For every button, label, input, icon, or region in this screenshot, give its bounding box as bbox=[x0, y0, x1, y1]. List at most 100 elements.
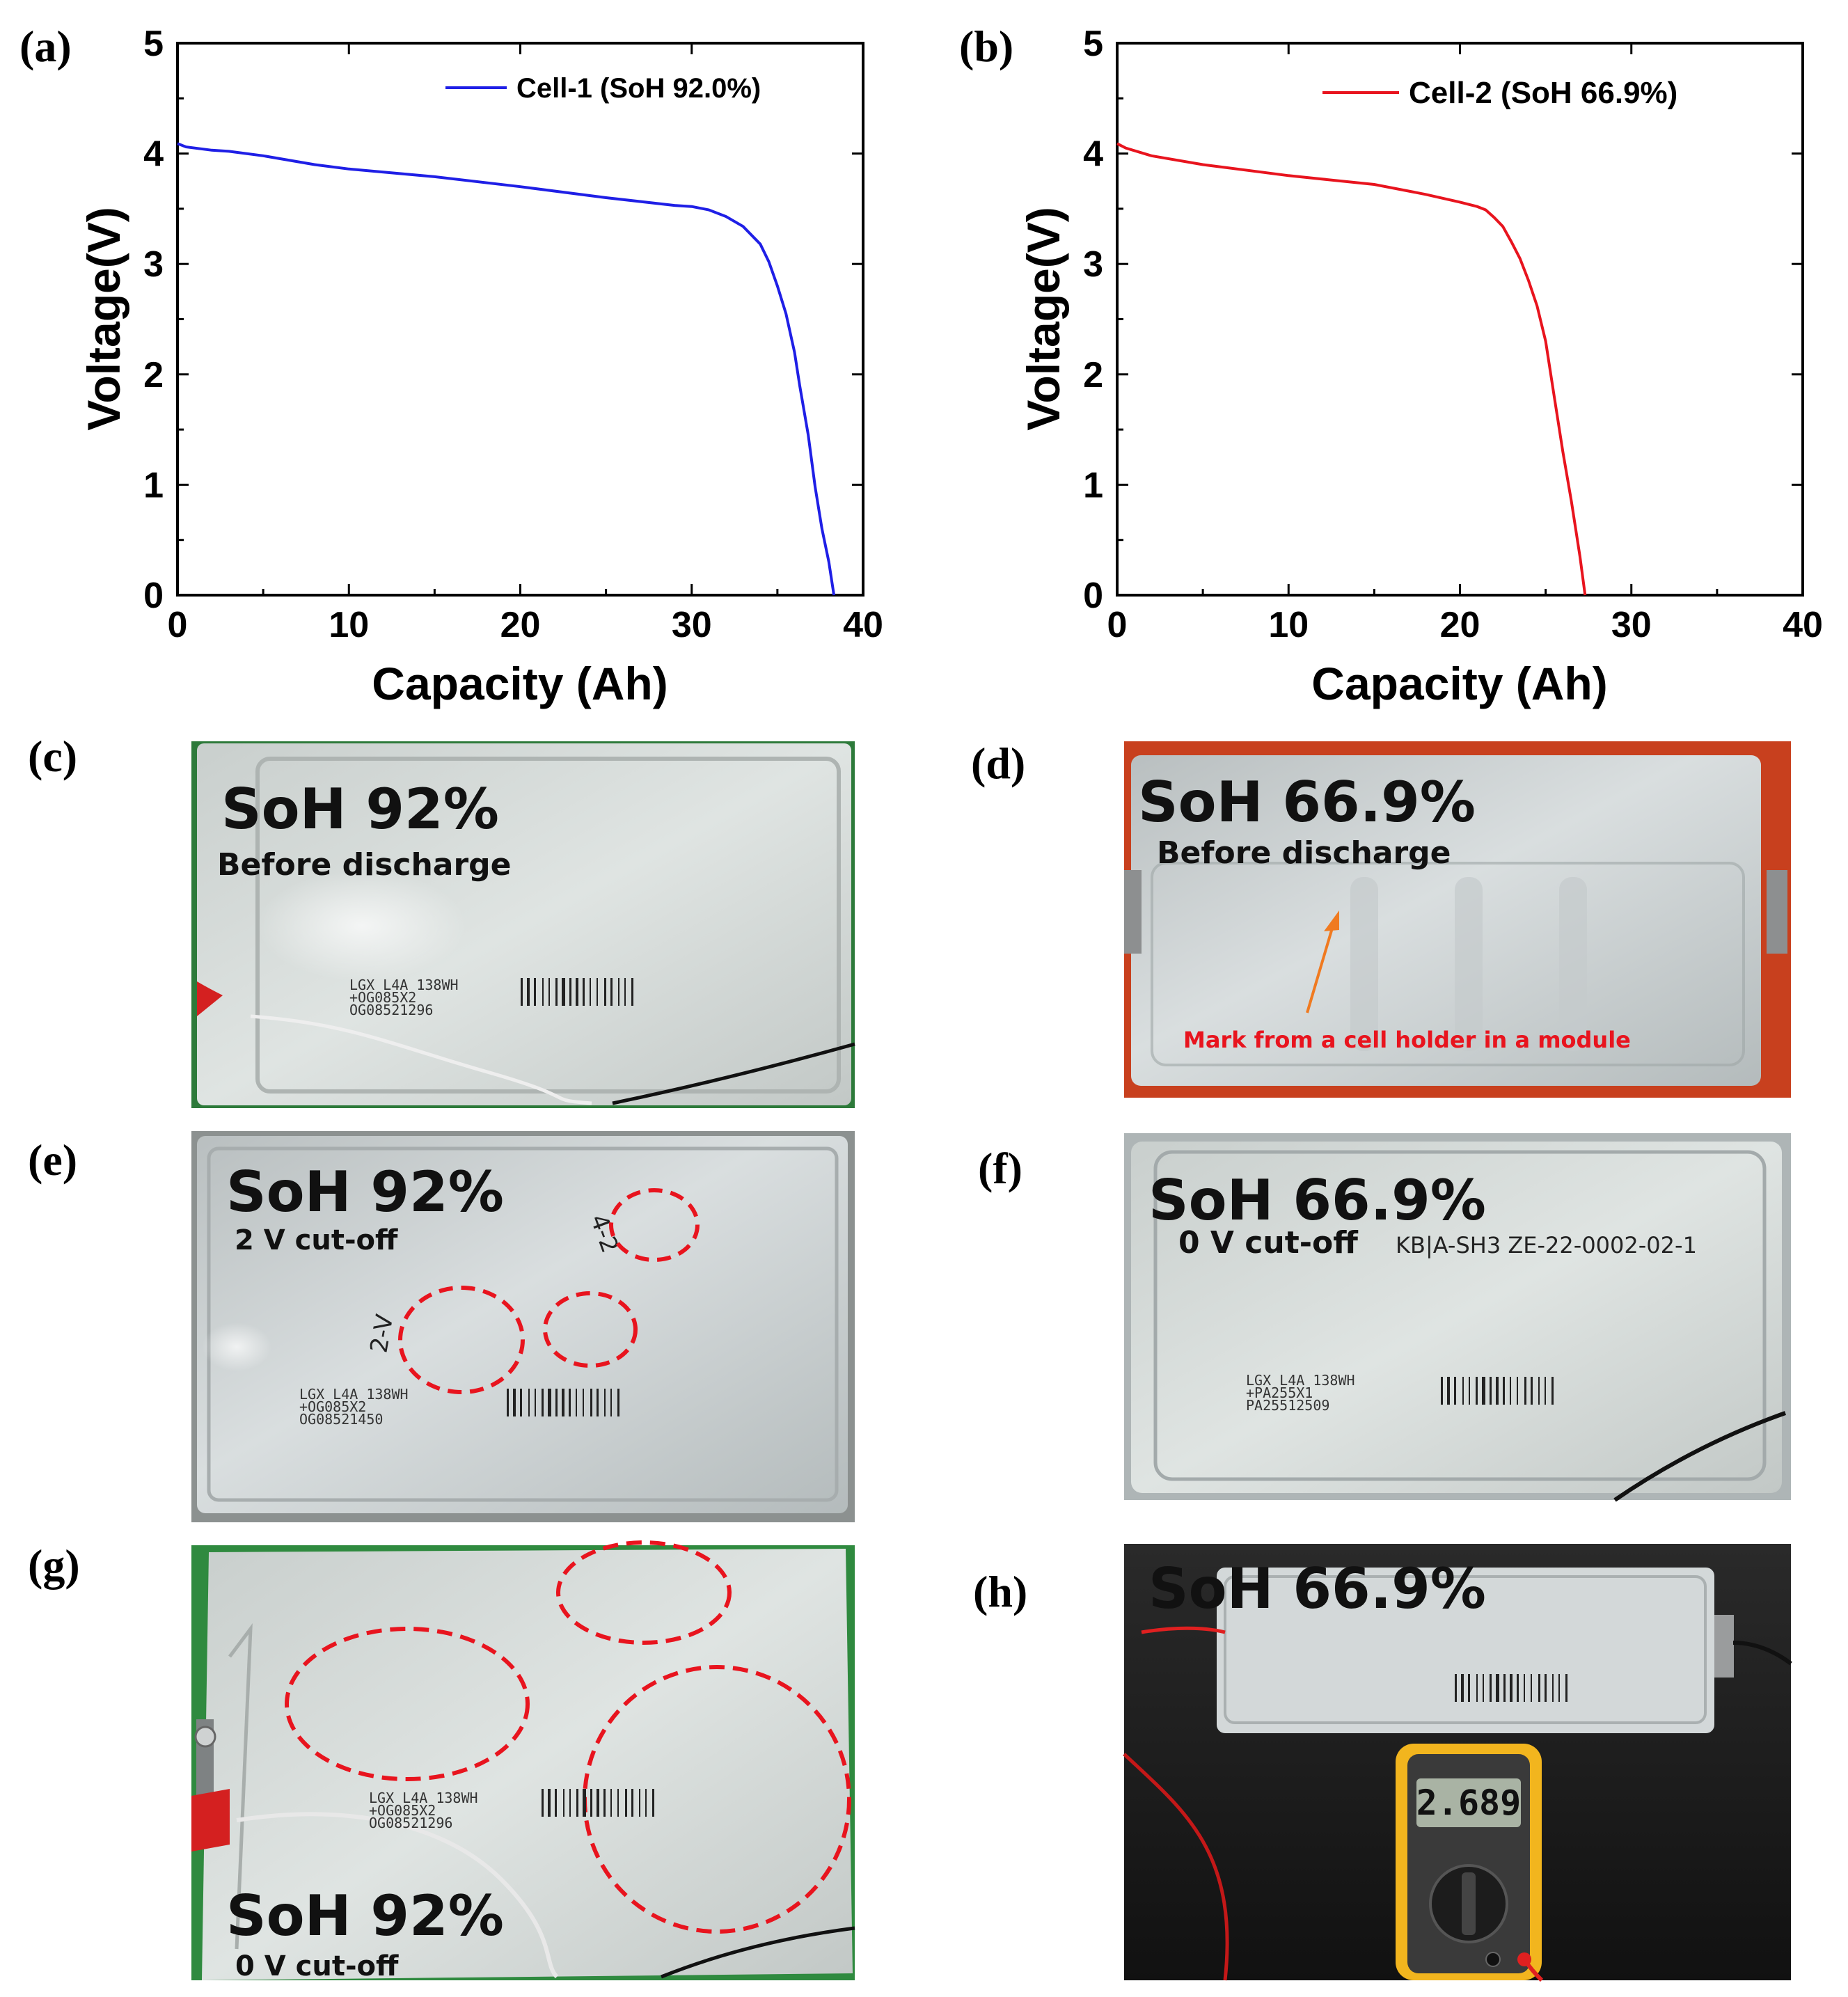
cell-print-f-2: +PA255X1 bbox=[1246, 1384, 1313, 1401]
barcode-bar bbox=[534, 978, 536, 1006]
tab-d-left bbox=[1124, 870, 1142, 954]
barcode-bar bbox=[590, 1389, 592, 1416]
photo-e: (e) SoH 92% 2 V cut-off 2-V 4-2 LGX L4A … bbox=[28, 1131, 855, 1522]
pouch-seal-e bbox=[207, 1146, 839, 1502]
cell-print-c-3: OG08521296 bbox=[349, 1002, 433, 1018]
photo-c-title: SoH 92% bbox=[221, 777, 499, 842]
barcode-bar bbox=[1524, 1377, 1526, 1405]
barcode-bar bbox=[1496, 1674, 1499, 1702]
photo-d: (d) SoH 66.9% Before discharge Mark from… bbox=[971, 739, 1791, 1098]
cell-print-e-3: OG08521450 bbox=[299, 1411, 383, 1428]
barcode-bar bbox=[597, 1789, 599, 1817]
barcode-bar bbox=[1538, 1377, 1540, 1405]
barcode-bar bbox=[1490, 1674, 1492, 1702]
x-tick-label-a-10: 10 bbox=[329, 605, 369, 645]
barcode-bar bbox=[563, 1789, 564, 1817]
cell-print-g-1: LGX L4A 138WH bbox=[369, 1790, 478, 1806]
barcode-bar bbox=[1455, 1674, 1457, 1702]
barcode-bar bbox=[631, 978, 633, 1006]
pouch-seal-h bbox=[1224, 1575, 1707, 1724]
barcode-bar bbox=[645, 1789, 647, 1817]
x-axis-title-b: Capacity (Ah) bbox=[1311, 658, 1607, 709]
plot-frame-a bbox=[176, 42, 864, 597]
panel-label-h: (h) bbox=[973, 1567, 1027, 1616]
barcode-bar bbox=[1490, 1377, 1492, 1405]
y-tick-label-a-4: 4 bbox=[143, 134, 164, 175]
annotation-arrow-line bbox=[1306, 925, 1334, 1013]
barcode-bar bbox=[1531, 1377, 1533, 1405]
barcode-bar bbox=[597, 978, 598, 1006]
barcode-bar bbox=[624, 978, 626, 1006]
barcode-bar bbox=[555, 1789, 557, 1817]
barcode-bar bbox=[1538, 1674, 1540, 1702]
barcode-bar bbox=[521, 978, 523, 1006]
photo-h-title: SoH 66.9% bbox=[1148, 1556, 1486, 1621]
barcode-bar bbox=[1510, 1377, 1511, 1405]
barcode-bar bbox=[527, 978, 530, 1006]
barcode-bar bbox=[618, 978, 619, 1006]
y-tick-label-b-5: 5 bbox=[1083, 24, 1103, 64]
y-axis-title-a: Voltage(V) bbox=[78, 207, 129, 430]
x-tick-label-b-20: 20 bbox=[1440, 605, 1480, 645]
barcode-bar bbox=[548, 1389, 551, 1416]
y-tick-label-b-2: 2 bbox=[1083, 355, 1103, 395]
y-tick-label-a-5: 5 bbox=[143, 24, 164, 64]
x-tick-label-a-40: 40 bbox=[843, 605, 883, 645]
multimeter-black-jack-icon bbox=[1485, 1952, 1501, 1967]
chart-b: (b) 0 10 20 30 40 0 1 2 3 4 5 Capacity (Ah) Voltag… bbox=[959, 22, 1823, 709]
barcode-bar bbox=[507, 1389, 509, 1416]
pouch-cell-d bbox=[1131, 755, 1761, 1086]
x-tick-label-a-0: 0 bbox=[168, 605, 188, 645]
barcode-bar bbox=[1565, 1674, 1567, 1702]
tick-labels-a: 0 10 20 30 40 0 1 2 3 4 5 bbox=[143, 24, 883, 645]
barcode-bar bbox=[569, 1789, 571, 1817]
photo-g-subtitle: 0 V cut-off bbox=[235, 1950, 399, 1982]
barcode-bar bbox=[1551, 1377, 1554, 1405]
barcode-bar bbox=[1552, 1674, 1554, 1702]
barcode-bar bbox=[576, 1789, 578, 1817]
multimeter-display bbox=[1416, 1778, 1521, 1827]
red-probe-wire-left bbox=[1123, 1753, 1229, 1981]
series-line-cell-1 bbox=[177, 142, 836, 596]
barcode-f bbox=[1441, 1377, 1554, 1405]
pouch-cell-e bbox=[197, 1136, 848, 1513]
x-tick-label-a-20: 20 bbox=[500, 605, 541, 645]
barcode-bar bbox=[1441, 1377, 1443, 1405]
barcode-bar bbox=[590, 1789, 592, 1817]
barcode-bar bbox=[1462, 1377, 1464, 1405]
photo-e-subtitle: 2 V cut-off bbox=[235, 1224, 398, 1256]
panel-label-g: (g) bbox=[28, 1540, 80, 1590]
panel-label-f: (f) bbox=[978, 1144, 1022, 1193]
barcode-bar bbox=[1454, 1377, 1456, 1405]
photo-f-subtitle: 0 V cut-off bbox=[1178, 1225, 1359, 1261]
barcode-bar bbox=[1517, 1377, 1518, 1405]
barcode-bar bbox=[631, 1789, 633, 1817]
barcode-bar bbox=[569, 978, 571, 1006]
swelling-circle-e-1 bbox=[398, 1286, 525, 1394]
barcode-bar bbox=[1545, 1377, 1546, 1405]
x-tick-label-b-40: 40 bbox=[1783, 605, 1823, 645]
barcode-bar bbox=[590, 978, 591, 1006]
barcode-bar bbox=[1461, 1674, 1464, 1702]
barcode-bar bbox=[1496, 1377, 1499, 1405]
white-wire-c bbox=[250, 1014, 592, 1105]
swelling-circle-e-2 bbox=[543, 1291, 638, 1368]
y-tick-label-a-0: 0 bbox=[143, 576, 164, 616]
cell-print-g-3: OG08521296 bbox=[369, 1815, 452, 1831]
barcode-bar bbox=[1545, 1674, 1547, 1702]
cell-print-e-1: LGX L4A 138WH bbox=[299, 1386, 409, 1403]
glare-e bbox=[202, 1323, 271, 1371]
barcode-bar bbox=[610, 1789, 612, 1817]
y-tick-label-b-0: 0 bbox=[1083, 576, 1103, 616]
y-tick-label-a-3: 3 bbox=[143, 244, 164, 285]
multimeter-dial-knob bbox=[1462, 1872, 1476, 1935]
photo-f-title: SoH 66.9% bbox=[1148, 1168, 1486, 1233]
barcode-bar bbox=[548, 1789, 551, 1817]
barcode-bar bbox=[1468, 1674, 1470, 1702]
barcode-c bbox=[521, 978, 633, 1006]
barcode-bar bbox=[1510, 1674, 1513, 1702]
red-clip-icon-g bbox=[191, 1789, 230, 1852]
barcode-bar bbox=[1531, 1674, 1532, 1702]
barcode-bar bbox=[625, 1789, 627, 1817]
y-axis-title-b: Voltage(V) bbox=[1018, 207, 1069, 430]
